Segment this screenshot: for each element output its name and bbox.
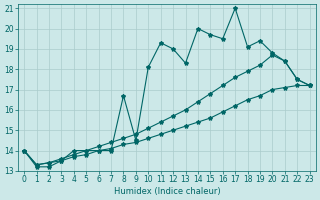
X-axis label: Humidex (Indice chaleur): Humidex (Indice chaleur) <box>114 187 220 196</box>
